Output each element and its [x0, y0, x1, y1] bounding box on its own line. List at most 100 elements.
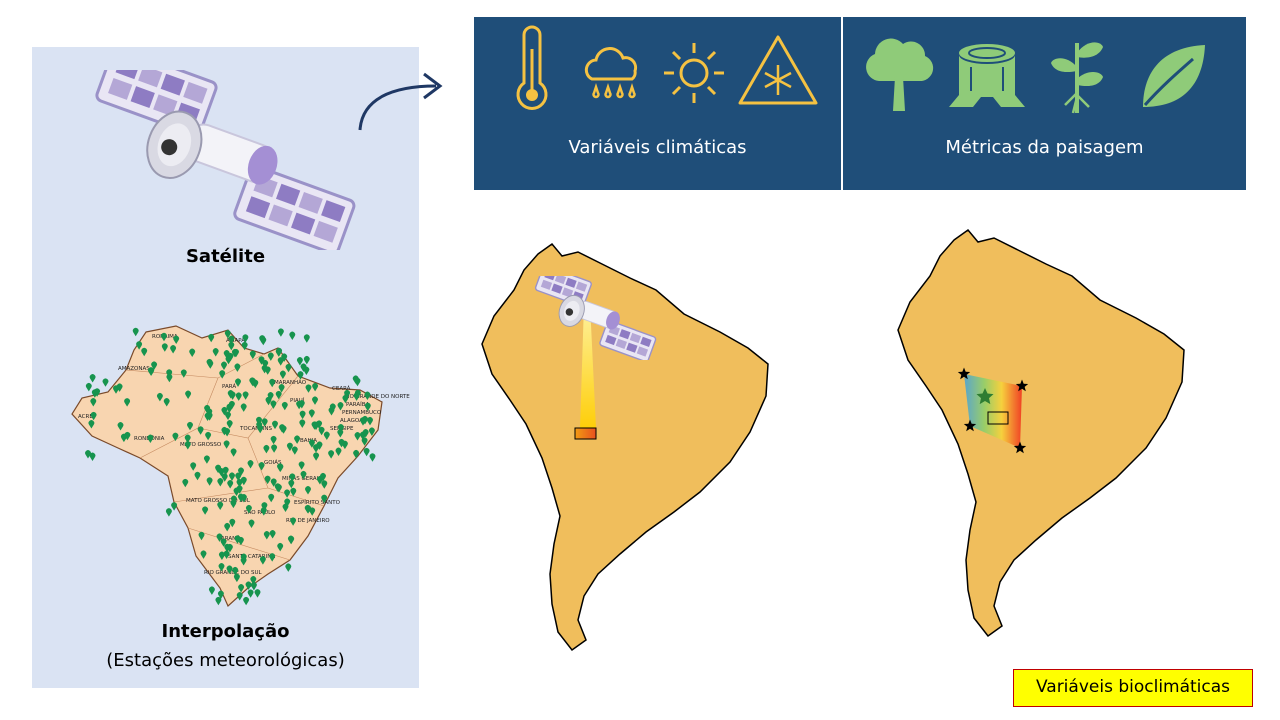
station-marker	[141, 347, 148, 357]
station-marker	[270, 478, 277, 487]
station-marker	[260, 507, 267, 516]
station-marker	[281, 353, 288, 362]
station-marker	[221, 427, 228, 436]
station-marker	[116, 383, 123, 392]
station-marker	[297, 357, 303, 366]
station-marker	[338, 424, 344, 433]
station-marker	[305, 486, 311, 495]
station-marker	[225, 411, 231, 420]
station-star-icon	[957, 367, 971, 380]
station-marker	[321, 480, 328, 489]
station-marker	[309, 507, 316, 516]
station-marker	[221, 361, 227, 370]
station-marker	[246, 505, 252, 514]
station-marker	[124, 431, 131, 441]
station-marker	[285, 363, 292, 373]
station-marker	[241, 341, 248, 351]
station-marker	[269, 530, 276, 539]
station-marker	[206, 477, 213, 486]
station-marker	[212, 348, 219, 357]
station-marker	[172, 432, 179, 442]
station-marker	[300, 363, 307, 372]
station-marker	[362, 429, 369, 438]
station-marker	[248, 519, 255, 528]
station-marker	[208, 586, 215, 595]
station-star-icon	[1013, 441, 1027, 454]
station-marker	[240, 403, 247, 412]
station-marker	[161, 343, 168, 352]
brazil-state-label: MINAS GERAIS	[282, 476, 322, 482]
station-marker	[364, 391, 371, 400]
station-marker	[300, 471, 307, 480]
station-marker	[268, 493, 275, 503]
station-marker	[338, 439, 345, 448]
brazil-state-label: MATO GROSSO DO SUL	[186, 498, 251, 504]
station-marker	[229, 472, 235, 481]
station-marker	[281, 401, 288, 411]
station-marker	[279, 424, 285, 433]
station-marker	[290, 487, 297, 497]
station-marker	[312, 396, 318, 405]
station-marker	[328, 450, 334, 459]
station-marker	[269, 378, 276, 388]
south-america-interpolation-map	[897, 229, 1185, 637]
sprout-icon	[1051, 42, 1103, 114]
tree-icon	[866, 38, 934, 111]
station-marker	[276, 347, 282, 357]
station-marker	[224, 543, 231, 553]
station-marker	[291, 446, 298, 455]
station-marker	[342, 394, 349, 404]
station-marker	[262, 360, 269, 369]
station-marker	[221, 407, 228, 416]
station-marker	[254, 589, 261, 598]
station-marker	[274, 483, 281, 492]
station-marker	[250, 378, 256, 387]
station-marker	[124, 398, 130, 407]
station-marker	[173, 335, 180, 344]
station-marker	[240, 557, 247, 566]
station-marker	[361, 437, 368, 446]
station-marker	[229, 518, 236, 528]
station-marker	[219, 551, 225, 560]
brazil-state-label: CEARÁ	[332, 385, 351, 392]
station-marker	[203, 455, 210, 464]
station-marker	[299, 419, 306, 428]
station-marker	[161, 332, 167, 342]
station-marker	[223, 350, 230, 359]
landscape-metrics-label: Métricas da paisagem	[945, 137, 1144, 158]
brazil-state-label: RIO GRANDE DO NORTE	[344, 394, 410, 400]
satellite-illustration	[72, 70, 372, 250]
station-star-icon	[963, 419, 977, 432]
station-marker	[231, 495, 237, 504]
station-marker	[117, 422, 124, 431]
station-marker	[321, 494, 328, 504]
brazil-state-label: ALAGOAS	[340, 418, 367, 424]
station-marker	[234, 535, 241, 544]
station-marker	[261, 502, 268, 511]
station-marker	[369, 427, 375, 436]
brazil-state-label: SANTA CATARINA	[228, 554, 275, 560]
station-marker	[354, 389, 361, 399]
station-marker	[280, 370, 286, 379]
station-marker	[204, 405, 210, 414]
station-marker	[205, 431, 211, 441]
station-marker	[260, 556, 266, 565]
station-marker	[235, 472, 242, 481]
station-marker	[249, 350, 256, 360]
station-marker	[247, 460, 254, 469]
station-marker	[287, 442, 293, 452]
station-marker	[236, 592, 243, 601]
station-marker	[224, 523, 231, 532]
brazil-state-label: RIO DE JANEIRO	[286, 518, 330, 524]
station-marker	[215, 596, 222, 606]
station-marker	[290, 517, 296, 526]
brazil-state-label: PERNAMBUCO	[342, 410, 382, 416]
station-marker	[88, 420, 95, 429]
station-marker	[222, 466, 229, 476]
station-marker	[189, 348, 196, 357]
station-marker	[238, 584, 244, 593]
station-marker	[261, 365, 268, 374]
station-marker	[233, 573, 240, 583]
station-marker	[289, 473, 296, 482]
station-marker	[228, 335, 235, 344]
